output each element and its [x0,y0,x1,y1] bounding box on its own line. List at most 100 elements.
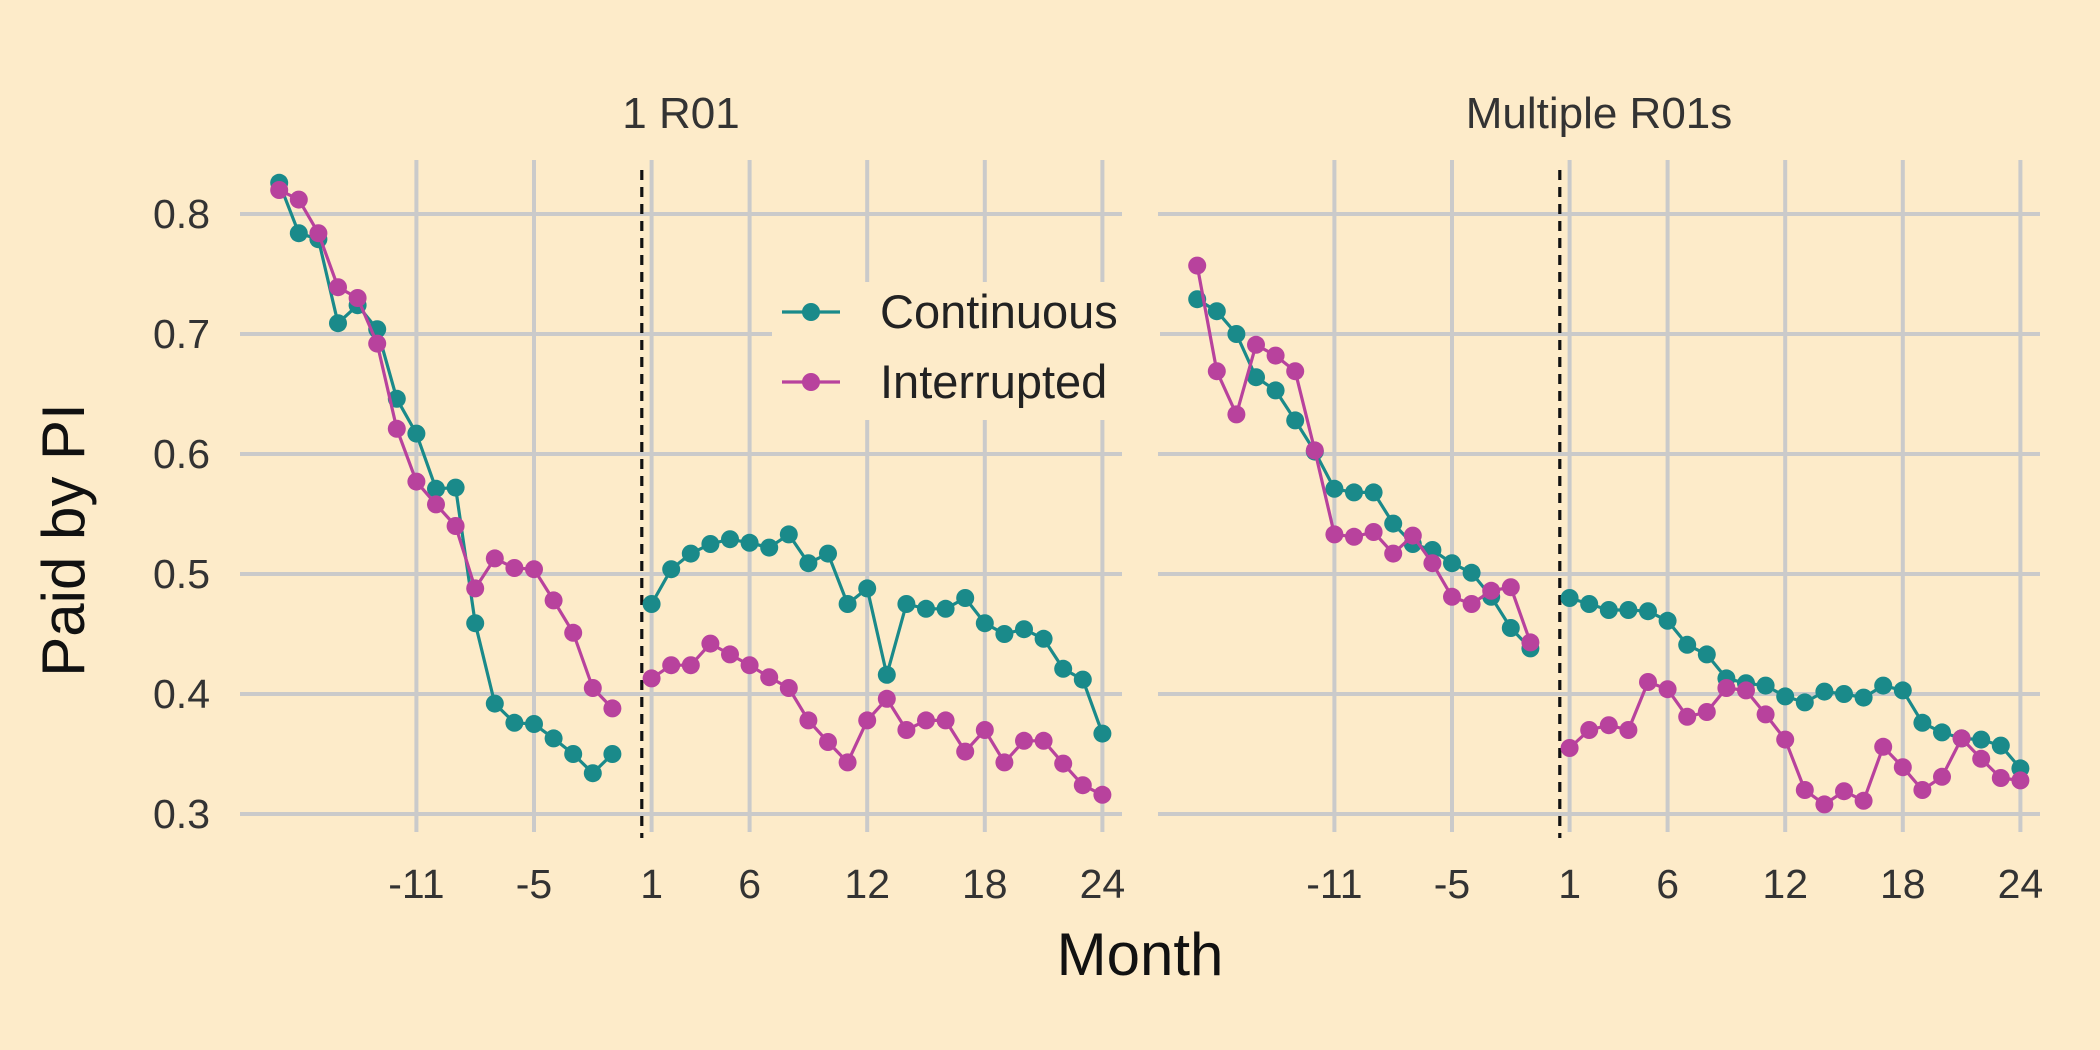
x-axis-label: Month [1057,921,1224,988]
point-interrupted-1-16 [1854,791,1873,810]
point-interrupted-0-18 [270,181,289,199]
point-interrupted-1-1 [1521,633,1540,652]
point-continuous-0-1 [603,745,622,763]
x-tick-label-1-1: 1 [1558,861,1581,907]
point-interrupted-1-19 [1913,781,1932,799]
point-continuous-0-15 [917,599,935,618]
legend-dot-interrupted [802,373,820,391]
x-tick-label-0-18: 18 [962,861,1008,907]
panel-1-r01: -11 -5 1 6 12 18 24 1 R01 [240,89,1125,907]
point-continuous-1-4 [1619,601,1638,619]
point-continuous-1-17 [1207,302,1226,321]
point-continuous-0-8 [466,614,485,633]
x-tick-label-1-6: 6 [1656,861,1679,907]
series-line-continuous-0-0 [277,182,614,775]
point-interrupted-0-15 [329,278,347,297]
x-tick-label-0-1: 1 [640,861,663,907]
point-continuous-0-9 [799,554,818,573]
point-interrupted-0-6 [505,559,524,577]
point-interrupted-0-20 [1015,731,1033,750]
point-interrupted-1-15 [1835,782,1853,801]
point-continuous-0-22 [1054,659,1073,678]
x-tick-label-1-18: 18 [1880,861,1926,907]
point-interrupted-0-4 [544,591,563,610]
point-interrupted-0-3 [564,623,583,642]
point-interrupted-1-20 [1933,767,1951,786]
point-continuous-1-19 [1913,713,1932,732]
point-interrupted-0-18 [975,721,994,739]
point-interrupted-0-9 [799,711,818,730]
point-continuous-0-19 [995,625,1014,643]
point-interrupted-1-23 [1991,769,2010,787]
point-interrupted-1-4 [1619,721,1638,739]
point-interrupted-0-8 [779,679,798,697]
point-continuous-0-5 [721,530,739,549]
point-continuous-1-5 [1639,602,1657,621]
point-continuous-1-14 [1266,381,1285,400]
point-interrupted-1-3 [1482,581,1501,600]
x-tick-label-0-24: 24 [1080,861,1126,907]
series-line-interrupted-0-1 [650,641,1104,797]
point-interrupted-1-5 [1639,673,1657,691]
point-continuous-0-14 [897,595,916,613]
series-line-continuous-0-1 [650,532,1104,735]
point-continuous-0-17 [956,589,975,607]
point-interrupted-0-17 [956,742,975,761]
point-interrupted-1-2 [1501,578,1520,597]
point-interrupted-1-16 [1227,405,1246,424]
point-continuous-1-10 [1345,483,1363,502]
legend-label-continuous: Continuous [880,285,1118,338]
point-interrupted-0-11 [838,753,857,772]
point-continuous-0-5 [525,715,543,733]
point-continuous-1-11 [1756,676,1775,695]
point-continuous-0-4 [701,535,720,553]
point-interrupted-0-1 [642,669,661,688]
point-interrupted-0-6 [740,656,759,675]
point-continuous-1-17 [1874,676,1893,695]
panel-multiple-r01s: -11 -5 1 6 12 18 24 Multiple R01s [1158,89,2043,907]
point-continuous-1-7 [1678,635,1697,654]
point-interrupted-1-9 [1364,523,1383,541]
point-continuous-0-2 [662,560,681,579]
x-tick-label-1-12: 12 [1762,861,1808,907]
point-continuous-0-10 [819,544,837,563]
point-interrupted-1-9 [1717,679,1736,697]
point-continuous-0-11 [838,595,857,613]
y-tick-label-0-7: 0.7 [153,311,210,357]
point-interrupted-0-12 [387,419,406,438]
point-continuous-1-5 [1443,554,1461,573]
point-continuous-0-10 [427,479,445,498]
point-interrupted-0-9 [446,517,465,535]
point-continuous-0-7 [485,694,504,713]
point-interrupted-0-23 [1073,776,1092,795]
point-interrupted-1-22 [1972,749,1991,768]
legend: Continuous Interrupted [772,282,1160,420]
point-interrupted-0-14 [897,721,916,739]
point-continuous-1-16 [1854,688,1873,707]
series-line-continuous-1-1 [1569,596,2022,770]
point-interrupted-1-6 [1658,680,1677,699]
point-continuous-0-1 [642,595,661,613]
point-continuous-0-12 [858,579,877,598]
point-continuous-1-13 [1286,411,1305,430]
point-interrupted-1-3 [1599,716,1618,735]
point-interrupted-0-5 [721,645,739,664]
point-interrupted-1-17 [1874,737,1893,756]
legend-label-interrupted: Interrupted [880,355,1107,408]
point-continuous-1-1 [1560,589,1579,607]
legend-background [772,282,1160,420]
point-interrupted-1-15 [1247,335,1265,354]
point-interrupted-0-17 [289,190,308,209]
point-continuous-1-16 [1227,325,1246,343]
point-interrupted-1-17 [1207,362,1226,381]
point-interrupted-0-3 [681,656,700,675]
y-axis-label: Paid by PI [30,403,97,677]
point-continuous-0-21 [1034,629,1053,648]
legend-dot-continuous [802,303,820,321]
point-interrupted-1-18 [1893,758,1912,777]
point-interrupted-1-24 [2011,771,2030,790]
point-interrupted-0-2 [662,656,681,675]
y-tick-label-0-6: 0.6 [153,431,210,477]
x-tick-label-1-24: 24 [1998,861,2044,907]
